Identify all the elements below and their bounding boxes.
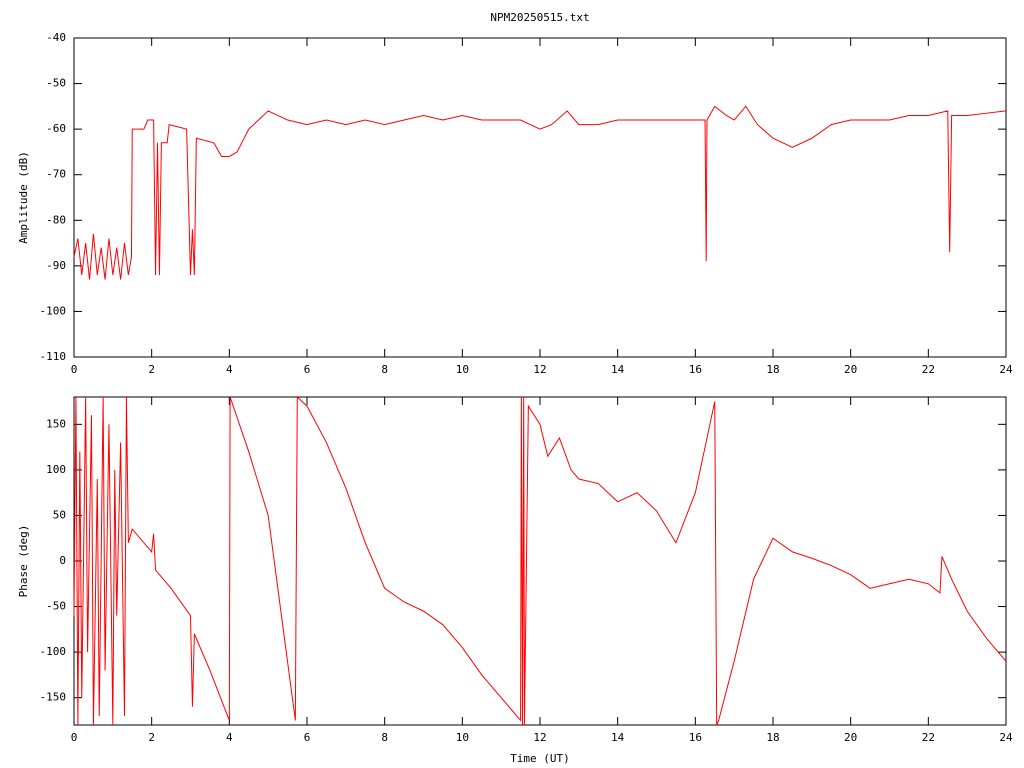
x-tick-label: 14 (611, 363, 625, 376)
plot-frame (73, 396, 1007, 726)
x-tick-label: 2 (148, 731, 155, 744)
x-tick-label: 16 (689, 731, 702, 744)
y-tick-label: -110 (40, 350, 67, 363)
y-tick-label: -150 (40, 691, 67, 704)
data-line (73, 105, 1007, 280)
y-tick-label: 50 (53, 508, 66, 521)
x-tick-label: 22 (922, 731, 935, 744)
x-tick-label: 4 (226, 731, 233, 744)
x-tick-label: 0 (71, 731, 78, 744)
x-tick-label: 10 (456, 363, 469, 376)
x-tick-label: 8 (381, 731, 388, 744)
y-tick-label: 100 (46, 463, 66, 476)
x-tick-label: 16 (689, 363, 702, 376)
plot-frame (73, 37, 1007, 358)
x-tick-label: 24 (999, 363, 1013, 376)
x-tick-label: 8 (381, 363, 388, 376)
y-tick-label: -80 (46, 213, 66, 226)
x-tick-label: 4 (226, 363, 233, 376)
y-axis-label: Phase (deg) (17, 525, 30, 598)
x-tick-label: 6 (304, 363, 311, 376)
x-tick-label: 10 (456, 731, 469, 744)
y-tick-label: -90 (46, 259, 66, 272)
y-tick-label: -60 (46, 122, 66, 135)
x-tick-label: 22 (922, 363, 935, 376)
x-tick-label: 12 (533, 363, 546, 376)
x-tick-label: 20 (844, 363, 857, 376)
chart-title: NPM20250515.txt (490, 11, 589, 24)
data-line (73, 395, 1007, 726)
x-tick-label: 12 (533, 731, 546, 744)
y-axis-label: Amplitude (dB) (17, 151, 30, 244)
y-tick-label: -100 (40, 304, 67, 317)
y-tick-label: -70 (46, 168, 66, 181)
y-tick-label: 0 (59, 554, 66, 567)
x-tick-label: 14 (611, 731, 625, 744)
x-tick-label: 24 (999, 731, 1013, 744)
y-tick-label: -50 (46, 600, 66, 613)
x-tick-label: 18 (766, 363, 779, 376)
x-tick-label: 0 (71, 363, 78, 376)
x-tick-label: 20 (844, 731, 857, 744)
x-tick-label: 6 (304, 731, 311, 744)
y-tick-label: -40 (46, 31, 66, 44)
x-axis-label: Time (UT) (510, 752, 570, 765)
y-tick-label: 150 (46, 417, 66, 430)
x-tick-label: 2 (148, 363, 155, 376)
x-tick-label: 18 (766, 731, 779, 744)
y-tick-label: -50 (46, 77, 66, 90)
y-tick-label: -100 (40, 645, 67, 658)
